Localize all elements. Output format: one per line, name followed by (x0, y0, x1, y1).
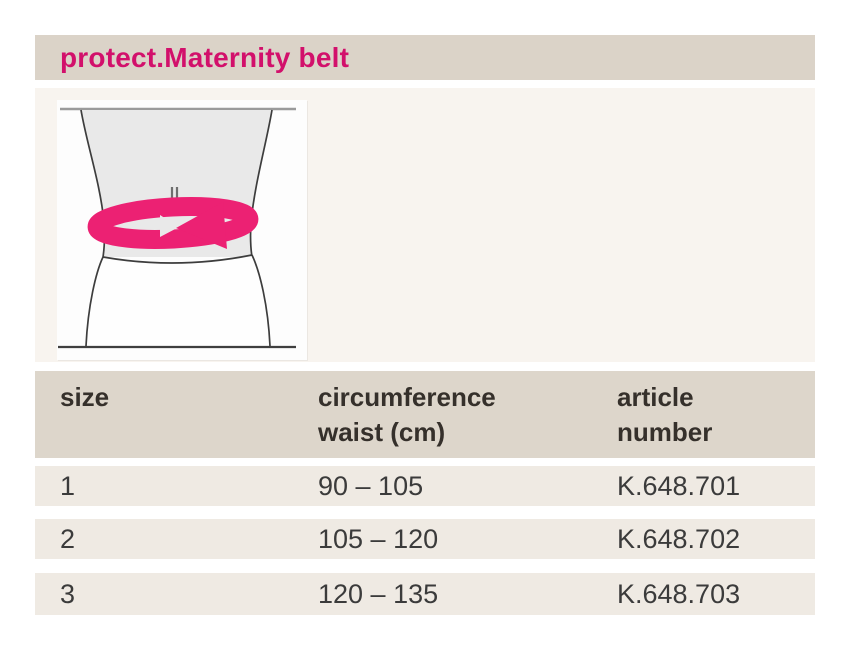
waist-belt-arrow-icon (58, 107, 296, 349)
cell-size: 2 (60, 523, 76, 554)
product-title-bar: protect.Maternity belt (35, 35, 815, 80)
cell-circumference: 90 – 105 (318, 470, 424, 501)
size-table-header-row: size circumference waist (cm) article numb… (35, 371, 815, 458)
cell-article-number: K.648.702 (617, 523, 741, 554)
table-row: 1 90 – 105 K.648.701 (35, 466, 815, 506)
header-article-number: article number (617, 382, 713, 447)
measurement-illustration (57, 100, 307, 360)
header-circumference: circumference waist (cm) (318, 382, 496, 447)
size-table: size circumference waist (cm) article numb… (35, 371, 815, 615)
figure-panel (35, 88, 815, 362)
table-row: 2 105 – 120 K.648.702 (35, 519, 815, 559)
header-size: size (60, 382, 110, 412)
product-title: protect.Maternity belt (60, 41, 350, 73)
cell-size: 3 (60, 578, 76, 609)
table-row: 3 120 – 135 K.648.703 (35, 573, 815, 615)
cell-article-number: K.648.701 (617, 470, 741, 501)
cell-circumference: 120 – 135 (318, 578, 439, 609)
cell-article-number: K.648.703 (617, 578, 741, 609)
cell-size: 1 (60, 470, 76, 501)
cell-circumference: 105 – 120 (318, 523, 439, 554)
